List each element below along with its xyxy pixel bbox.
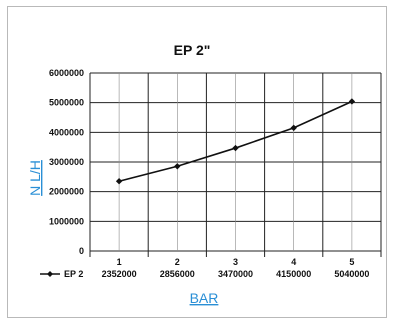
- data-table: EP 2 2352000 2856000 3470000 4150000 5040000: [40, 269, 369, 279]
- legend-marker: [47, 271, 53, 277]
- table-value: 5040000: [334, 269, 369, 279]
- y-axis-label: N L/H: [27, 160, 43, 196]
- series-layer: [115, 98, 356, 185]
- data-point: [348, 98, 356, 105]
- x-axis-ticks: 1 2 3 4 5: [117, 257, 355, 267]
- data-point: [232, 144, 239, 152]
- y-tick-label: 6000000: [49, 68, 84, 78]
- y-tick-label: 3000000: [49, 157, 84, 167]
- data-point: [290, 124, 297, 132]
- x-tick-label: 3: [233, 257, 238, 267]
- table-value: 4150000: [276, 269, 311, 279]
- table-value: 2856000: [160, 269, 195, 279]
- x-tick-label: 2: [175, 257, 180, 267]
- x-axis-label: BAR: [190, 290, 219, 306]
- x-tick-label: 1: [117, 257, 122, 267]
- x-tick-label: 5: [349, 257, 354, 267]
- y-tick-label: 1000000: [49, 216, 84, 226]
- y-tick-label: 5000000: [49, 98, 84, 108]
- y-tick-label: 2000000: [49, 187, 84, 197]
- legend-series-name: EP 2: [64, 269, 83, 279]
- table-value: 2352000: [102, 269, 137, 279]
- chart-title: EP 2": [174, 42, 211, 58]
- y-tick-label: 4000000: [49, 127, 84, 137]
- grid-layer: [89, 72, 382, 257]
- data-point: [174, 163, 181, 170]
- x-tick-label: 4: [291, 257, 296, 267]
- y-tick-label: 0: [79, 246, 84, 256]
- table-value: 3470000: [218, 269, 253, 279]
- y-axis-ticks: 0 1000000 2000000 3000000 4000000 5000000 6000…: [49, 68, 84, 256]
- data-point: [115, 178, 123, 185]
